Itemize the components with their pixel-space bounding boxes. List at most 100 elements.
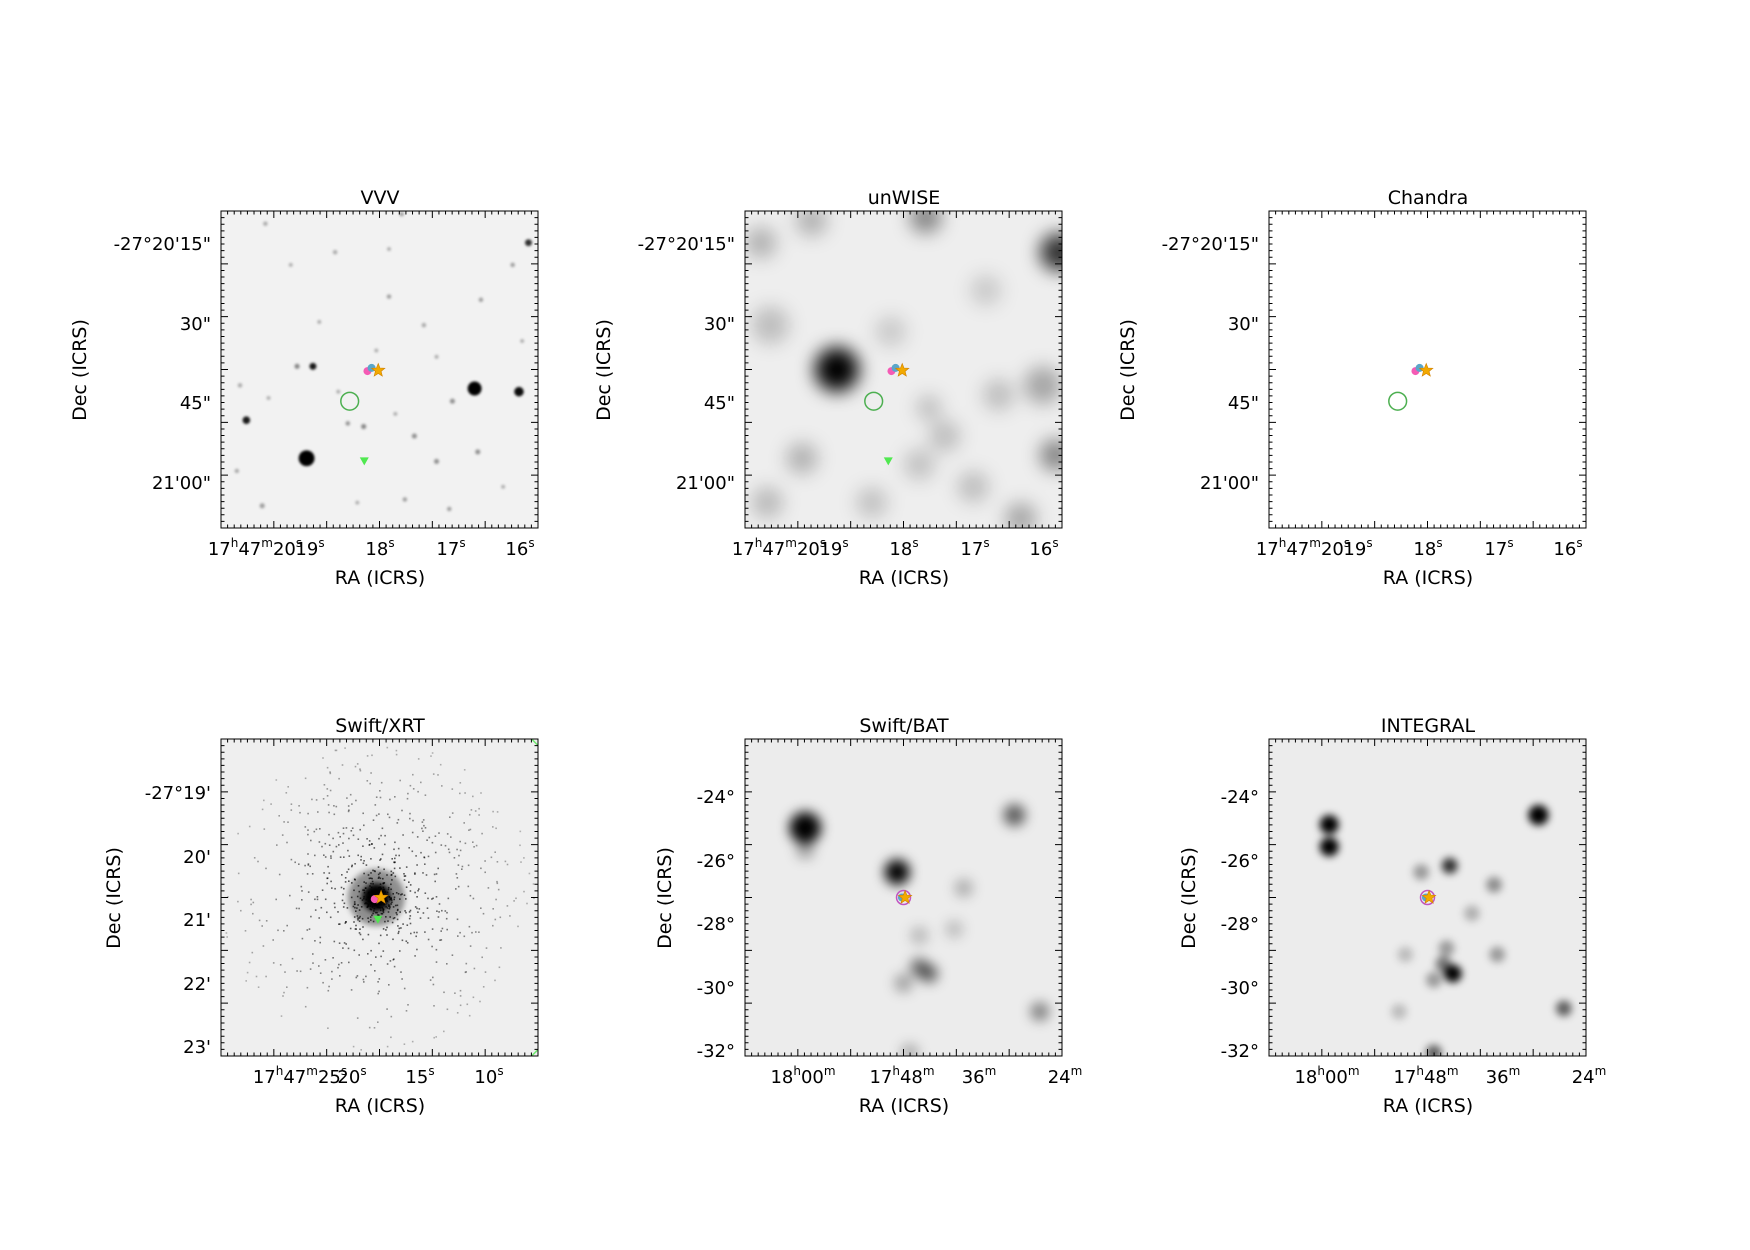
photon: [447, 897, 450, 900]
x-tick-label: 20s: [337, 1064, 366, 1088]
photon: [421, 821, 424, 823]
photon: [492, 924, 494, 927]
photon: [329, 771, 331, 773]
photon: [282, 995, 284, 997]
photon: [515, 897, 517, 900]
error-circle: [1388, 391, 1408, 411]
photon: [350, 989, 353, 991]
photon: [301, 937, 304, 940]
photon: [226, 936, 228, 938]
x-tick-label: 19s: [295, 536, 324, 560]
photon: [444, 910, 447, 912]
photon: [257, 860, 259, 863]
photon: [416, 948, 418, 951]
photon: [406, 924, 409, 926]
photon: [404, 910, 406, 912]
y-axis-label: Dec (ICRS): [593, 319, 615, 421]
photon: [401, 978, 403, 980]
star-marker: [894, 362, 910, 377]
photon: [414, 906, 417, 908]
photon: [322, 798, 325, 800]
panel-title: INTEGRAL: [1381, 715, 1476, 737]
photon: [470, 809, 473, 811]
photon: [344, 922, 347, 924]
photon: [380, 858, 382, 860]
photon: [451, 788, 454, 790]
photon: [423, 856, 425, 858]
photon: [326, 788, 329, 790]
photon: [365, 975, 367, 978]
photon: [443, 1030, 445, 1033]
y-tick-label: -26°: [697, 851, 735, 872]
error-circle: [340, 391, 360, 411]
photon: [468, 829, 470, 831]
photon: [350, 830, 353, 832]
photon: [351, 865, 353, 868]
source-blob: [751, 486, 784, 519]
photon: [416, 864, 418, 866]
photon: [390, 1036, 392, 1039]
photon: [315, 828, 318, 831]
photon: [399, 950, 401, 952]
photon: [346, 797, 348, 799]
photon: [480, 867, 482, 870]
photon: [281, 834, 284, 836]
photon: [371, 843, 373, 845]
source-blob: [386, 294, 392, 299]
source-blob: [1425, 1044, 1442, 1056]
photon: [427, 917, 430, 919]
photon: [475, 844, 478, 847]
photon: [287, 821, 289, 823]
photon: [347, 849, 349, 852]
photon: [490, 856, 493, 859]
photon: [432, 897, 434, 900]
y-tick-label: 30": [1228, 314, 1259, 335]
photon: [395, 749, 398, 752]
photon: [472, 897, 475, 900]
x-tick-label: 17h47m20s: [208, 536, 302, 560]
photon: [382, 950, 385, 952]
axes-frame: [744, 738, 1063, 1057]
photon: [343, 942, 346, 944]
photon: [342, 906, 345, 908]
photon: [348, 880, 350, 882]
photon: [263, 799, 265, 802]
y-tick-label: 30": [180, 314, 211, 335]
photon: [367, 953, 369, 955]
photon: [519, 830, 522, 833]
photon: [339, 856, 342, 858]
y-tick-label: -32°: [1221, 1041, 1259, 1062]
photon: [431, 752, 434, 754]
photon: [396, 918, 399, 921]
photon: [348, 837, 350, 840]
y-tick-label: 23': [183, 1037, 211, 1058]
photon: [435, 948, 438, 951]
x-axis-label: RA (ICRS): [335, 1095, 425, 1117]
photon: [418, 888, 420, 890]
photon: [409, 922, 412, 925]
photon: [481, 956, 483, 959]
y-tick-label: 21': [183, 910, 211, 931]
photon: [351, 882, 353, 884]
photon: [326, 877, 329, 879]
y-tick-label: -32°: [697, 1041, 735, 1062]
photon: [498, 966, 501, 969]
y-tick-label: -27°19': [145, 783, 211, 804]
photon: [466, 1003, 469, 1006]
photon: [327, 865, 329, 868]
photon: [506, 863, 509, 866]
photon: [356, 1017, 359, 1019]
photon: [382, 928, 385, 930]
photon: [398, 930, 400, 933]
photon: [437, 867, 439, 870]
source-blob: [1004, 502, 1037, 528]
photon: [379, 790, 381, 792]
photon: [291, 957, 294, 960]
panel-vvv: VVV RA (ICRS) Dec (ICRS) 17h47m20s 19s 1…: [69, 187, 539, 589]
photon: [393, 848, 395, 851]
photon: [446, 911, 448, 914]
markers: [1388, 362, 1434, 411]
photon: [327, 989, 330, 992]
photon: [385, 929, 387, 931]
photon: [399, 867, 401, 869]
